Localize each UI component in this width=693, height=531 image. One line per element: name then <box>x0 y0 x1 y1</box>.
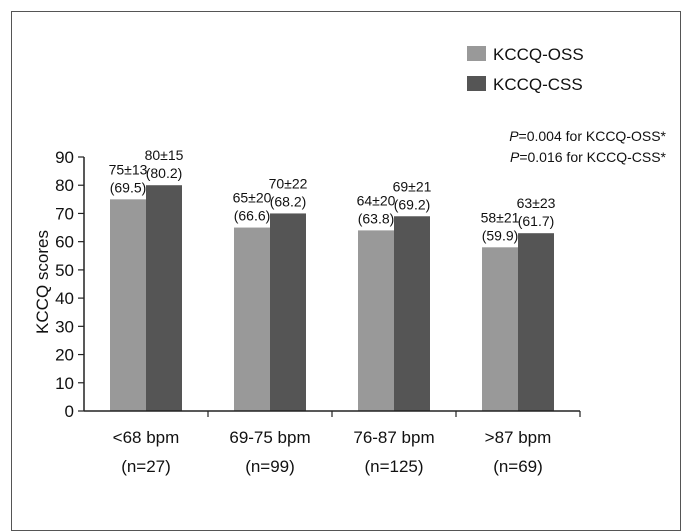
y-tick-label: 90 <box>55 148 74 167</box>
x-tick-count-label: (n=69) <box>493 457 543 476</box>
x-tick-count-label: (n=99) <box>245 457 295 476</box>
y-tick-label: 40 <box>55 289 74 308</box>
legend-label-css: KCCQ-CSS <box>493 75 583 94</box>
x-axis-ticks: <68 bpm (n=27) 69-75 bpm (n=99) 76-87 bpm (n=… <box>113 411 581 476</box>
y-tick-label: 0 <box>65 402 74 421</box>
bar-median-label: (61.7) <box>518 213 555 229</box>
bar-labels: 75±13 (69.5) 80±15 (80.2) 65±20 (66.6) 70±22 (6… <box>109 147 556 243</box>
bar-kccq-css-0 <box>146 185 182 411</box>
y-tick-label: 20 <box>55 346 74 365</box>
x-tick-label: 69-75 bpm <box>229 428 310 447</box>
bar-kccq-css-1 <box>270 213 306 411</box>
x-tick-count-label: (n=125) <box>364 457 423 476</box>
bar-value-label: 63±23 <box>517 195 556 211</box>
bar-value-label: 64±20 <box>357 192 396 208</box>
y-tick-label: 80 <box>55 176 74 195</box>
p-value-annotations: P=0.004 for KCCQ-OSS* P=0.016 for KCCQ-C… <box>509 128 666 165</box>
bar-median-label: (69.2) <box>394 196 431 212</box>
y-axis-ticks: 0 10 20 30 40 50 60 70 80 90 <box>55 148 84 421</box>
y-tick-label: 70 <box>55 204 74 223</box>
bar-median-label: (68.2) <box>270 193 307 209</box>
bar-median-label: (80.2) <box>146 165 183 181</box>
bar-kccq-oss-0 <box>110 199 146 411</box>
bar-value-label: 75±13 <box>109 161 148 177</box>
bar-median-label: (63.8) <box>358 210 395 226</box>
bar-median-label: (66.6) <box>234 208 271 224</box>
bar-value-label: 65±20 <box>233 190 272 206</box>
bar-kccq-css-3 <box>518 233 554 411</box>
bar-chart: KCCQ-OSS KCCQ-CSS P=0.004 for KCCQ-OSS* … <box>33 45 667 476</box>
bar-value-label: 70±22 <box>269 175 308 191</box>
legend-label-oss: KCCQ-OSS <box>493 45 584 64</box>
bars <box>110 185 554 411</box>
legend-swatch-css <box>467 76 486 91</box>
p-value-annotation-oss: P=0.004 for KCCQ-OSS* <box>509 128 666 144</box>
bar-value-label: 80±15 <box>145 147 184 163</box>
bar-median-label: (69.5) <box>110 179 147 195</box>
y-tick-label: 10 <box>55 374 74 393</box>
bar-kccq-css-2 <box>394 216 430 411</box>
bar-value-label: 69±21 <box>393 178 432 194</box>
bar-kccq-oss-2 <box>358 230 394 411</box>
x-tick-count-label: (n=27) <box>121 457 171 476</box>
x-tick-label: <68 bpm <box>113 428 180 447</box>
bar-value-label: 58±21 <box>481 209 520 225</box>
bar-median-label: (59.9) <box>482 227 519 243</box>
legend: KCCQ-OSS KCCQ-CSS <box>467 45 584 94</box>
y-axis-label: KCCQ scores <box>33 230 52 334</box>
y-tick-label: 60 <box>55 233 74 252</box>
legend-swatch-oss <box>467 46 486 61</box>
bar-kccq-oss-3 <box>482 247 518 411</box>
x-tick-label: 76-87 bpm <box>353 428 434 447</box>
x-tick-label: >87 bpm <box>485 428 552 447</box>
bar-kccq-oss-1 <box>234 227 270 411</box>
y-tick-label: 50 <box>55 261 74 280</box>
p-value-annotation-css: P=0.016 for KCCQ-CSS* <box>510 149 667 165</box>
y-tick-label: 30 <box>55 317 74 336</box>
